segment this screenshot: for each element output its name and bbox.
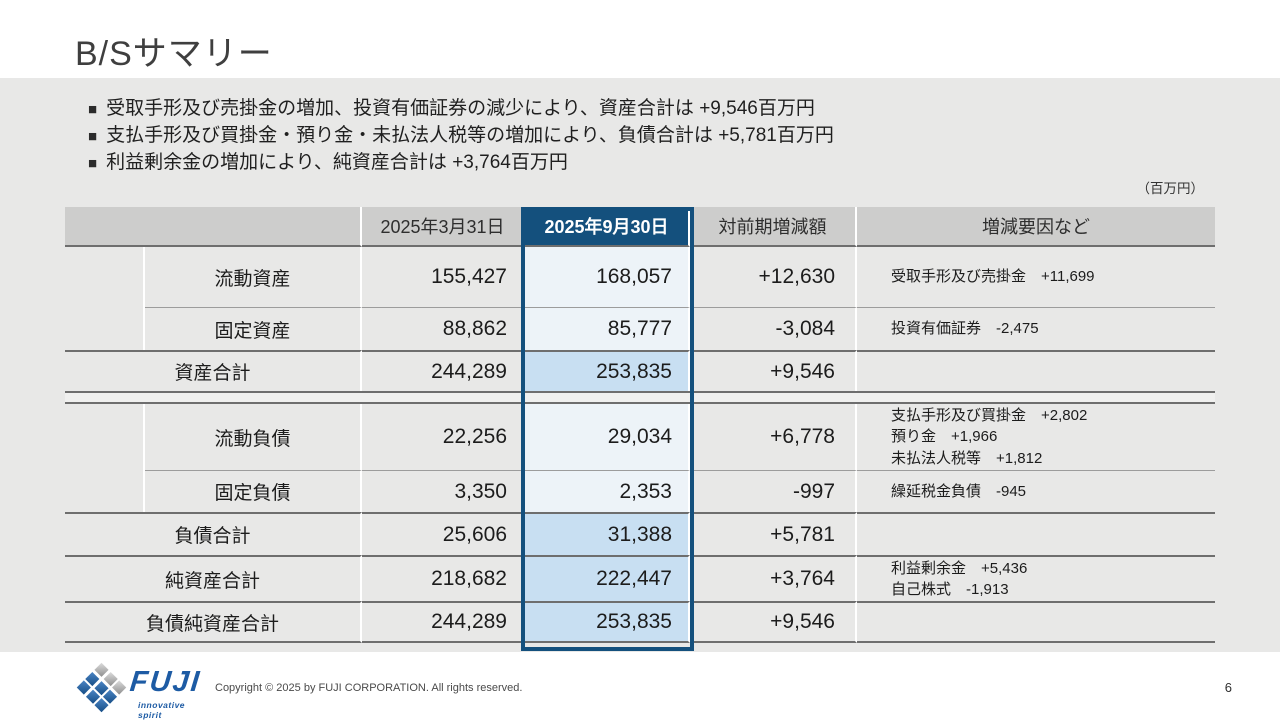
change-value: -997 — [690, 470, 857, 512]
factor-notes: 投資有価証券 -2,475 — [857, 307, 1215, 350]
change-value: +3,764 — [690, 555, 857, 601]
footer: FUJI innovative spirit Copyright © 2025 … — [0, 652, 1280, 720]
change-value: +9,546 — [690, 350, 857, 391]
table-corner-cell — [65, 207, 362, 247]
fuji-logo-text: FUJI — [128, 666, 203, 698]
bullet-square-icon: ■ — [88, 101, 98, 118]
col-header-prev-period: 2025年3月31日 — [362, 207, 525, 247]
factor-note-line: 受取手形及び売掛金 +11,699 — [891, 268, 1095, 286]
factor-notes: 利益剰余金 +5,436 自己株式 -1,913 — [857, 555, 1215, 601]
row-label: 流動負債 — [145, 404, 362, 470]
factor-notes: 繰延税金負債 -945 — [857, 470, 1215, 512]
bullet-text: 支払手形及び買掛金・預り金・未払法人税等の増加により、負債合計は +5,781百… — [106, 125, 834, 146]
total-row-label: 資産合計 — [65, 350, 362, 391]
prev-value: 3,350 — [362, 470, 525, 512]
total-row-label: 純資産合計 — [65, 555, 362, 601]
unit-note: （百万円） — [1136, 181, 1205, 196]
bullet-square-icon: ■ — [88, 155, 98, 172]
col-header-change: 対前期増減額 — [690, 207, 857, 247]
prev-value: 218,682 — [362, 555, 525, 601]
change-value: +5,781 — [690, 512, 857, 555]
page-number: 6 — [1224, 680, 1232, 695]
curr-value: 253,835 — [525, 601, 690, 643]
factor-note-line: 自己株式 -1,913 — [891, 581, 1009, 598]
prev-value: 244,289 — [362, 350, 525, 391]
prev-value: 88,862 — [362, 307, 525, 350]
fuji-logo-tagline: innovative spirit — [138, 700, 186, 720]
col-header-curr-period: 2025年9月30日 — [525, 207, 690, 247]
factor-notes: 支払手形及び買掛金 +2,802 預り金 +1,966 未払法人税等 +1,81… — [857, 404, 1215, 470]
row-indent-cell — [65, 247, 145, 307]
factor-notes: 受取手形及び売掛金 +11,699 — [857, 247, 1215, 307]
factor-note-line: 繰延税金負債 -945 — [891, 482, 1027, 500]
prev-value: 155,427 — [362, 247, 525, 307]
curr-value: 222,447 — [525, 555, 690, 601]
bullet-text: 受取手形及び売掛金の増加、投資有価証券の減少により、資産合計は +9,546百万… — [106, 98, 815, 119]
row-indent-cell — [65, 307, 145, 350]
factor-notes — [857, 350, 1215, 391]
prev-value: 244,289 — [362, 601, 525, 643]
change-value: +9,546 — [690, 601, 857, 643]
factor-note-line: 投資有価証券 -2,475 — [891, 320, 1039, 338]
fuji-logo: FUJI innovative spirit — [76, 662, 208, 720]
row-indent-cell — [65, 470, 145, 512]
factor-notes — [857, 601, 1215, 643]
fuji-diamond-icon — [76, 662, 127, 713]
summary-bullets: ■ 受取手形及び売掛金の増加、投資有価証券の減少により、資産合計は +9,546百… — [88, 96, 834, 177]
bullet-text: 利益剰余金の増加により、純資産合計は +3,764百万円 — [106, 152, 568, 173]
section-gap — [65, 391, 1215, 404]
factor-note-line: 利益剰余金 +5,436 — [891, 559, 1028, 577]
factor-note-line: 未払法人税等 +1,812 — [891, 449, 1043, 467]
balance-sheet-table: 2025年3月31日 2025年9月30日 対前期増減額 増減要因など 流動資産… — [65, 207, 1215, 651]
bullet-item: ■ 支払手形及び買掛金・預り金・未払法人税等の増加により、負債合計は +5,781… — [88, 123, 834, 150]
factor-notes — [857, 512, 1215, 555]
curr-value: 2,353 — [525, 470, 690, 512]
bullet-item: ■ 受取手形及び売掛金の増加、投資有価証券の減少により、資産合計は +9,546百… — [88, 96, 834, 123]
curr-value: 29,034 — [525, 404, 690, 470]
curr-value: 85,777 — [525, 307, 690, 350]
row-label: 固定負債 — [145, 470, 362, 512]
prev-value: 25,606 — [362, 512, 525, 555]
factor-note-line: 支払手形及び買掛金 +2,802 — [891, 407, 1088, 425]
copyright-text: Copyright © 2025 by FUJI CORPORATION. Al… — [215, 682, 523, 694]
curr-value: 31,388 — [525, 512, 690, 555]
row-label: 流動資産 — [145, 247, 362, 307]
total-row-label: 負債純資産合計 — [65, 601, 362, 643]
bullet-item: ■ 利益剰余金の増加により、純資産合計は +3,764百万円 — [88, 150, 834, 177]
change-value: +6,778 — [690, 404, 857, 470]
change-value: -3,084 — [690, 307, 857, 350]
bullet-square-icon: ■ — [88, 128, 98, 145]
col-header-factors: 増減要因など — [857, 207, 1215, 247]
row-label: 固定資産 — [145, 307, 362, 350]
total-row-label: 負債合計 — [65, 512, 362, 555]
change-value: +12,630 — [690, 247, 857, 307]
factor-note-line: 預り金 +1,966 — [891, 428, 998, 446]
curr-value: 253,835 — [525, 350, 690, 391]
row-indent-cell — [65, 404, 145, 470]
curr-value: 168,057 — [525, 247, 690, 307]
page-title: B/Sサマリー — [75, 35, 273, 73]
prev-value: 22,256 — [362, 404, 525, 470]
